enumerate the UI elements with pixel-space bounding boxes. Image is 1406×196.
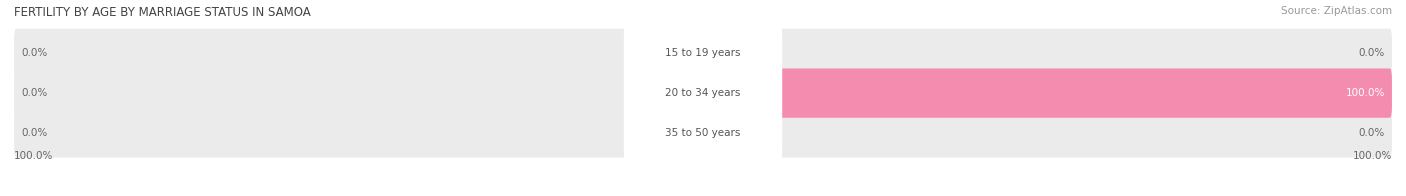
FancyBboxPatch shape xyxy=(624,0,782,123)
Text: 100.0%: 100.0% xyxy=(14,151,53,161)
FancyBboxPatch shape xyxy=(703,68,1392,118)
FancyBboxPatch shape xyxy=(14,68,1392,118)
Text: 0.0%: 0.0% xyxy=(21,48,48,58)
FancyBboxPatch shape xyxy=(648,68,703,118)
Text: 100.0%: 100.0% xyxy=(1353,151,1392,161)
Text: 35 to 50 years: 35 to 50 years xyxy=(665,128,741,138)
FancyBboxPatch shape xyxy=(648,29,703,78)
Text: 15 to 19 years: 15 to 19 years xyxy=(665,48,741,58)
FancyBboxPatch shape xyxy=(703,29,758,78)
Text: Source: ZipAtlas.com: Source: ZipAtlas.com xyxy=(1281,6,1392,16)
FancyBboxPatch shape xyxy=(648,108,703,158)
Text: 0.0%: 0.0% xyxy=(21,88,48,98)
Text: 20 to 34 years: 20 to 34 years xyxy=(665,88,741,98)
Text: 0.0%: 0.0% xyxy=(1358,48,1385,58)
FancyBboxPatch shape xyxy=(14,29,1392,78)
FancyBboxPatch shape xyxy=(624,23,782,163)
FancyBboxPatch shape xyxy=(14,108,1392,158)
Text: 0.0%: 0.0% xyxy=(21,128,48,138)
Text: FERTILITY BY AGE BY MARRIAGE STATUS IN SAMOA: FERTILITY BY AGE BY MARRIAGE STATUS IN S… xyxy=(14,6,311,19)
FancyBboxPatch shape xyxy=(624,63,782,196)
Text: 100.0%: 100.0% xyxy=(1346,88,1385,98)
Text: 0.0%: 0.0% xyxy=(1358,128,1385,138)
FancyBboxPatch shape xyxy=(703,108,758,158)
